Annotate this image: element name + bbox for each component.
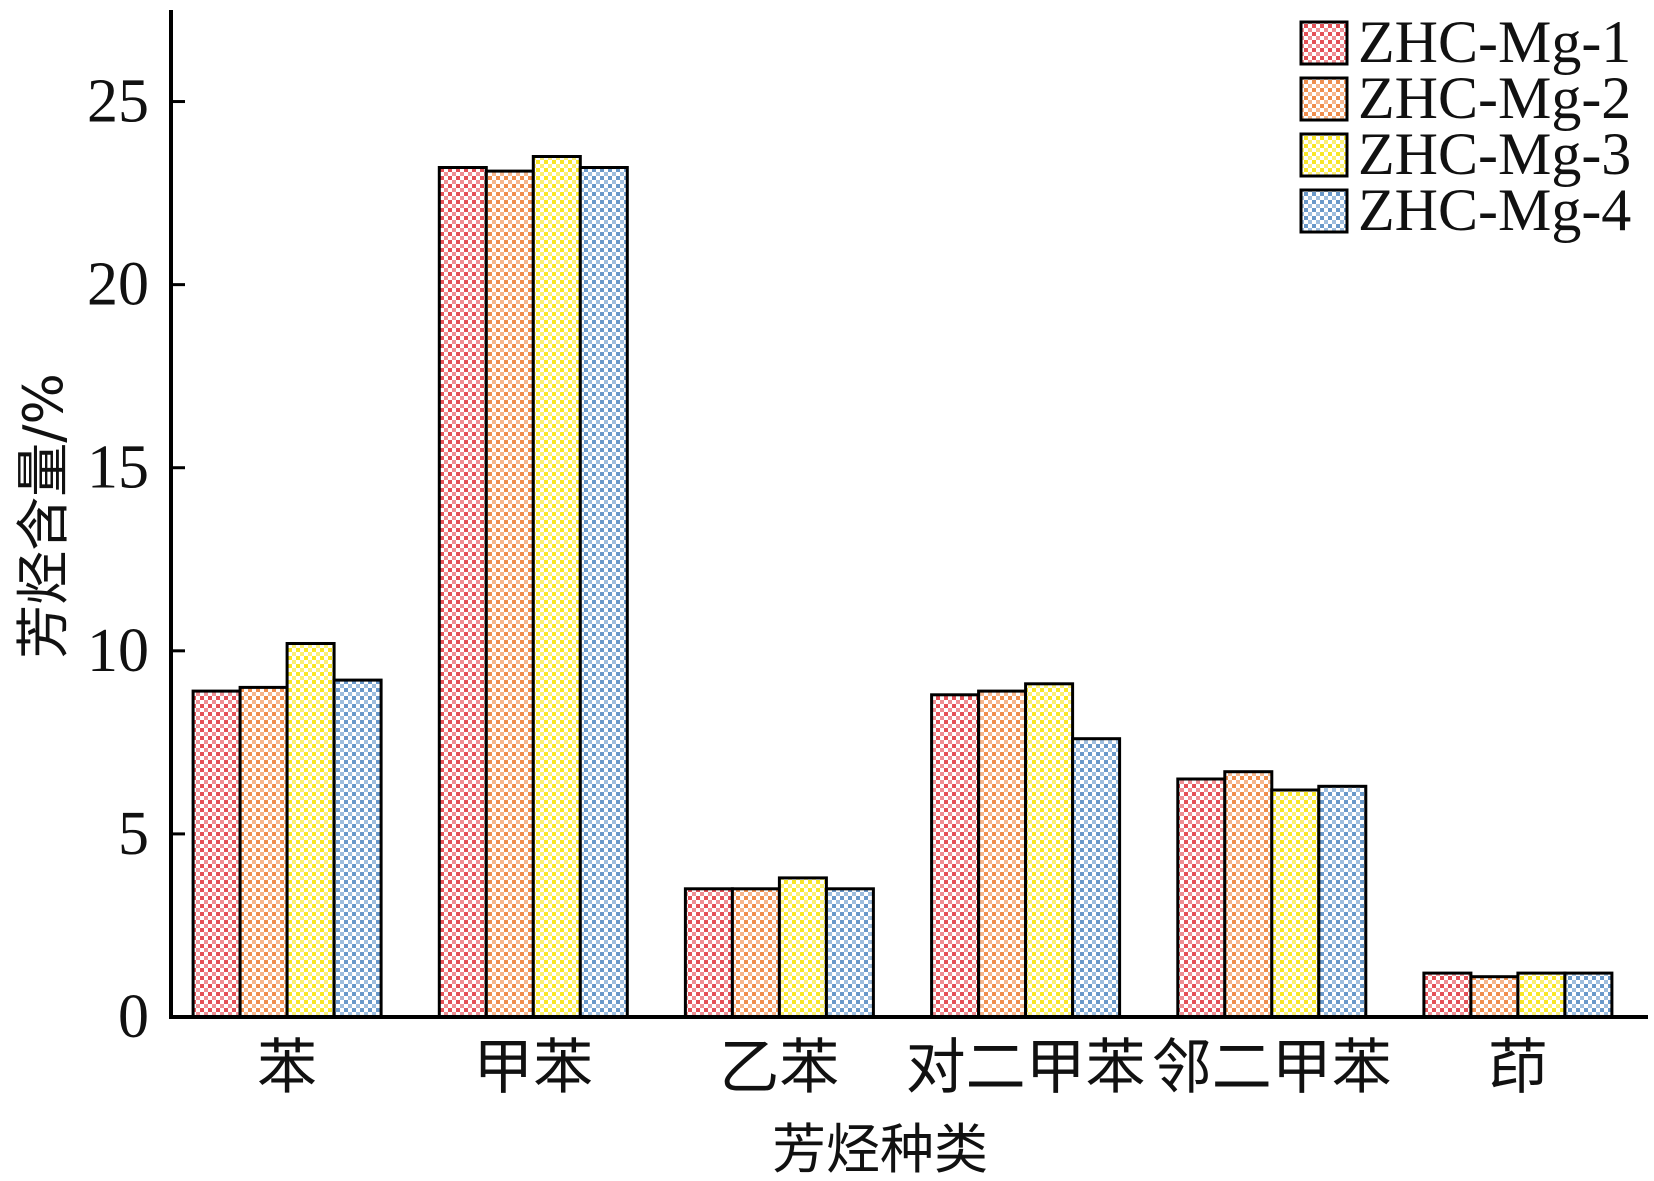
- y-tick-label: 25: [87, 68, 149, 136]
- bars-group: [191, 155, 1614, 1019]
- bar-ZHC-Mg-2-2: [484, 169, 535, 1019]
- x-category-label: 甲苯: [473, 1033, 593, 1103]
- bar-ZHC-Mg-2-4: [977, 689, 1028, 1019]
- bar-ZHC-Mg-4-6: [1563, 971, 1614, 1019]
- legend-label: ZHC-Mg-3: [1358, 121, 1631, 187]
- bar-ZHC-Mg-1-2: [437, 166, 488, 1019]
- bar-ZHC-Mg-4-3: [824, 887, 875, 1019]
- y-tick-label: 0: [118, 983, 149, 1051]
- legend-swatch: [1299, 132, 1349, 178]
- bar-ZHC-Mg-3-3: [777, 876, 828, 1019]
- y-axis-title: 芳烃含量/%: [12, 373, 75, 659]
- y-tick-label: 20: [87, 251, 149, 319]
- legend-swatch: [1299, 20, 1349, 66]
- bar-ZHC-Mg-3-2: [531, 155, 582, 1019]
- bar-ZHC-Mg-3-1: [285, 642, 336, 1019]
- x-category-label: 邻二甲苯: [1152, 1033, 1392, 1103]
- bar-ZHC-Mg-1-4: [930, 693, 981, 1019]
- axes-group: [169, 10, 1648, 1019]
- bar-ZHC-Mg-4-2: [578, 166, 629, 1019]
- bar-ZHC-Mg-3-5: [1270, 788, 1321, 1019]
- x-category-label: 乙苯: [719, 1033, 839, 1103]
- bar-ZHC-Mg-4-4: [1071, 737, 1122, 1019]
- x-category-label: 对二甲苯: [906, 1033, 1146, 1103]
- bar-ZHC-Mg-1-5: [1176, 777, 1227, 1019]
- bar-ZHC-Mg-1-6: [1422, 971, 1473, 1019]
- bar-ZHC-Mg-2-3: [730, 887, 781, 1019]
- y-tick-label: 5: [118, 800, 149, 868]
- legend-swatch: [1299, 188, 1349, 234]
- legend-swatch: [1299, 76, 1349, 122]
- bar-ZHC-Mg-3-6: [1516, 971, 1567, 1019]
- bar-ZHC-Mg-3-4: [1024, 682, 1075, 1019]
- bar-ZHC-Mg-2-6: [1469, 975, 1520, 1019]
- x-category-label: 苯: [257, 1033, 317, 1103]
- y-tick-label: 10: [87, 617, 149, 685]
- x-category-labels: 苯 甲苯 乙苯 对二甲苯 邻二甲苯 茚: [257, 1033, 1548, 1103]
- x-axis-title: 芳烃种类: [772, 1118, 988, 1181]
- legend-label: ZHC-Mg-1: [1358, 9, 1631, 75]
- legend-label: ZHC-Mg-4: [1358, 177, 1631, 243]
- y-ticks-group: 0 5 10 15 20 25: [87, 68, 185, 1051]
- x-category-label: 茚: [1488, 1033, 1548, 1103]
- bar-ZHC-Mg-1-1: [191, 689, 242, 1019]
- y-tick-label: 15: [87, 434, 149, 502]
- bar-ZHC-Mg-4-5: [1317, 784, 1368, 1019]
- bar-ZHC-Mg-2-1: [238, 685, 289, 1019]
- bar-ZHC-Mg-2-5: [1223, 770, 1274, 1019]
- bar-ZHC-Mg-1-3: [683, 887, 734, 1019]
- legend-label: ZHC-Mg-2: [1358, 65, 1631, 131]
- bar-ZHC-Mg-4-1: [332, 678, 383, 1019]
